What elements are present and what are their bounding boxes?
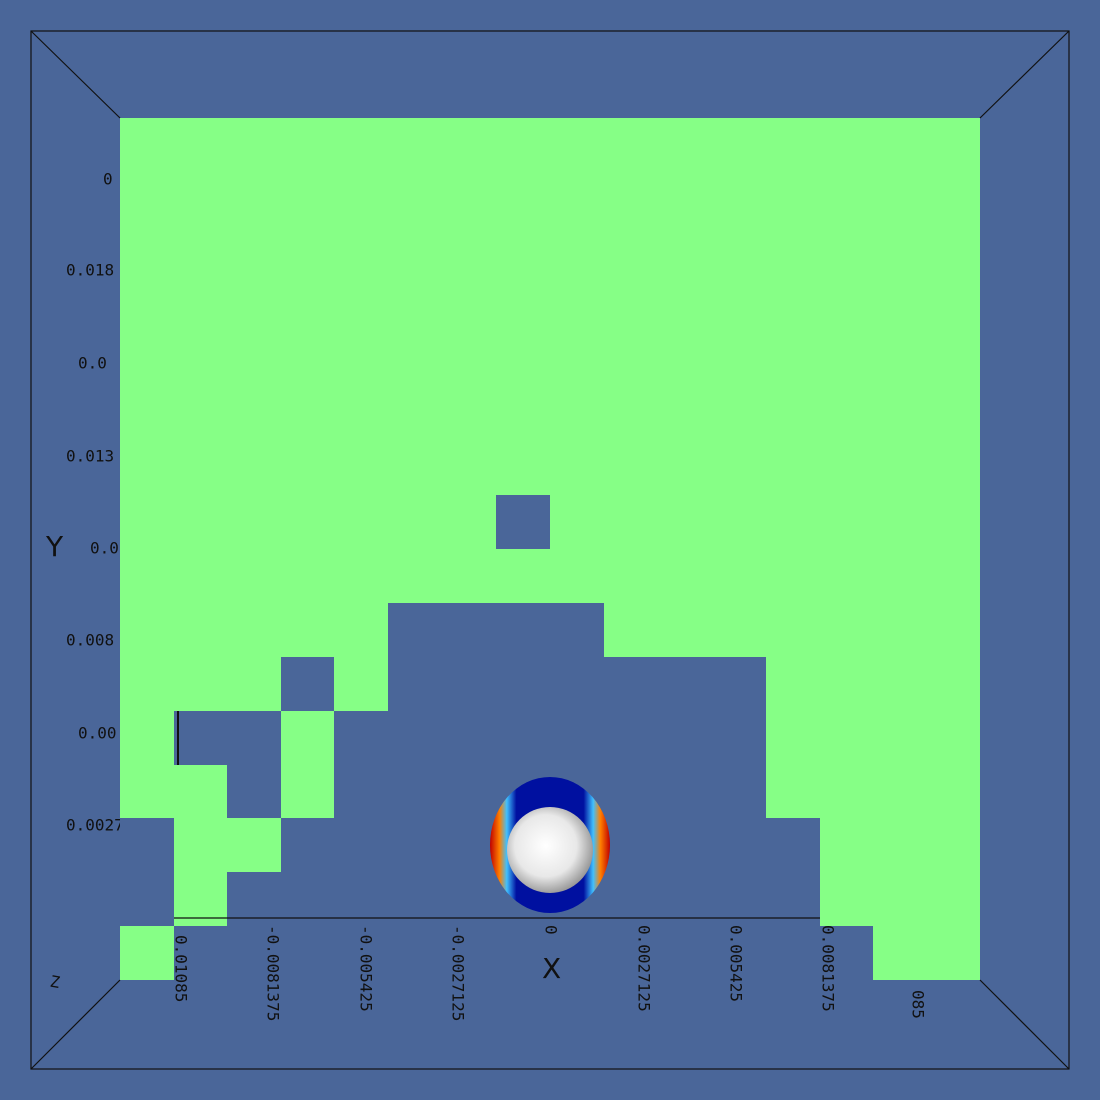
y-tick-label: 0.00 [78,724,117,743]
y-tick-label: 0 [103,170,113,189]
x-axis-title: X [542,952,561,985]
y-tick-label: 0.018 [66,261,114,280]
y-axis-title: Y [45,530,64,563]
x-labels: 0.01085 -0.0081375 -0.005425 -0.0027125 0 0.0… [172,925,928,1021]
x-tick-label: -0.005425 [357,925,376,1012]
y-tick-label: 0.0 [78,354,107,373]
x-tick-label: 0.01085 [172,935,191,1002]
z-axis-title: Z [49,972,62,992]
x-tick-label: 0.0027125 [635,925,654,1012]
x-tick-label: 0 [542,925,561,935]
y-tick-label: 0.0 [90,539,119,558]
sphere [507,807,593,893]
y-tick-label: 0.013 [66,447,114,466]
x-tick-label: 0.0081375 [819,925,838,1012]
x-tick-label: -0.0081375 [264,925,283,1021]
bounding-box [30,30,1070,1070]
cutouts [120,495,873,980]
x-tick-label: -0.0027125 [449,925,468,1021]
x-tick-label: 085 [909,990,928,1019]
y-tick-label: 0.008 [66,631,114,650]
x-tick-label: 0.005425 [727,925,746,1002]
